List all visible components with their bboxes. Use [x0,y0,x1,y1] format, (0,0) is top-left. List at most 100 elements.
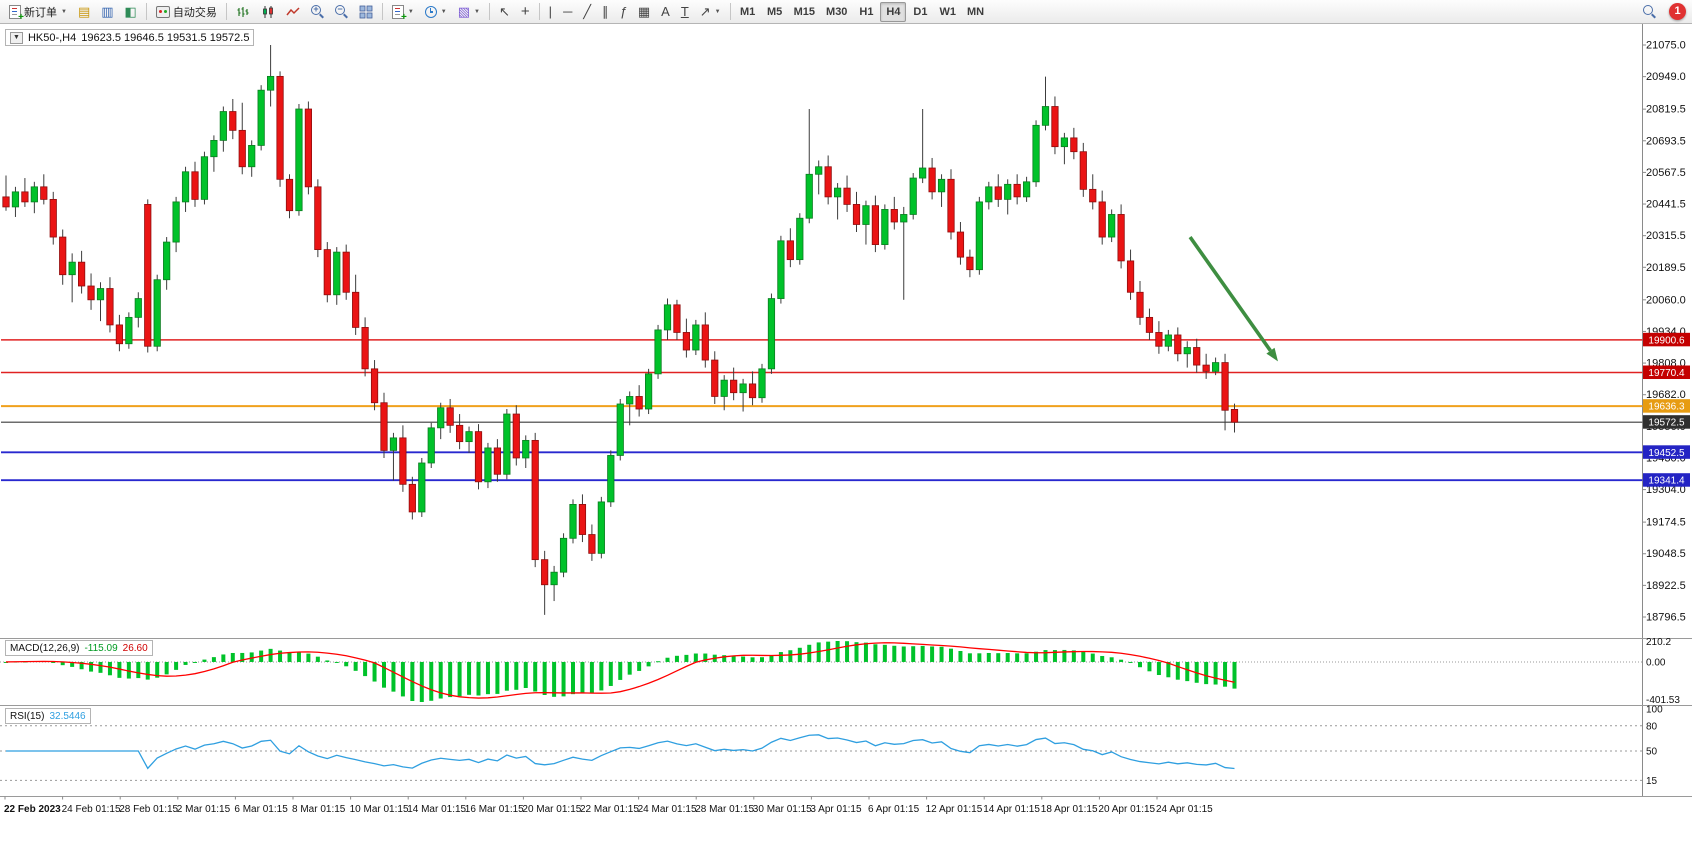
rsi-name: RSI(15) [10,710,45,722]
market-watch-button[interactable]: ▤ [73,2,95,22]
svg-text:100: 100 [1646,705,1663,716]
horizontal-line-button[interactable]: ─ [558,2,577,22]
svg-text:30 Mar 01:15: 30 Mar 01:15 [753,804,812,815]
candlestick-chart-button[interactable] [256,2,280,22]
chevron-down-icon: ▼ [474,8,480,15]
toolbar-separator [145,3,147,20]
symbol-info: ▼ HK50-,H4 19623.5 19646.5 19531.5 19572… [5,29,255,46]
timeframe-h4-button[interactable]: H4 [880,1,907,22]
svg-text:20 Mar 01:15: 20 Mar 01:15 [522,804,581,815]
timeframe-w1-button[interactable]: W1 [934,2,961,22]
candlestick-series[interactable] [2,45,1239,615]
cursor-button[interactable]: ↖ [494,2,515,22]
rsi-levels [0,725,1643,781]
macd-signal-value: 26.60 [122,642,148,654]
svg-text:19452.5: 19452.5 [1648,448,1685,459]
svg-text:10 Mar 01:15: 10 Mar 01:15 [350,804,409,815]
timeframe-m30-button[interactable]: M30 [821,2,852,22]
toolbar-separator [489,3,490,20]
svg-text:24 Feb 01:15: 24 Feb 01:15 [62,804,121,815]
price-badges: 19900.6 19770.4 19636.3 19572.5 19452.5 19341… [1643,332,1690,487]
vertical-line-button[interactable]: | [544,2,557,22]
symbol-dropdown-caret[interactable]: ▼ [10,31,23,44]
svg-text:19636.3: 19636.3 [1648,402,1685,413]
svg-text:20441.5: 20441.5 [1646,199,1686,211]
arrows-icon: ↗ [699,4,711,19]
price-badge-19452.5 [1643,445,1690,459]
arrow-annotation[interactable] [1188,236,1278,362]
auto-trading-button[interactable]: 自动交易 [151,2,222,22]
svg-text:22 Feb 2023: 22 Feb 2023 [4,804,61,815]
auto-trading-icon [155,5,170,18]
svg-text:19572.5: 19572.5 [1648,418,1685,429]
price-badge-19341.4 [1643,473,1690,487]
zoom-out-button[interactable]: − [330,2,353,22]
macd-histogram [4,641,1237,702]
toolbar-separator [381,3,383,20]
bar-chart-button[interactable] [231,2,255,22]
macd-axis: 210.2 0.00 -401.53 [1646,637,1680,706]
crosshair-icon: + [520,3,530,20]
toolbar-separator [729,3,731,20]
timeframe-m1-button[interactable]: M1 [735,2,761,22]
fibonacci-button[interactable]: ƒ [615,2,632,22]
price-badge-19572.5 [1643,415,1690,429]
periodicity-button[interactable]: ▼ [420,2,452,22]
zoom-in-button[interactable]: + [306,2,329,22]
new-chart-icon: + [391,4,407,22]
svg-text:20949.0: 20949.0 [1646,71,1686,83]
grid-icon: ▦ [637,4,651,19]
search-button[interactable] [1638,2,1661,22]
arrows-button[interactable]: ↗ ▼ [695,2,726,22]
crosshair-button[interactable]: + [516,2,535,22]
search-icon [1643,5,1656,19]
svg-text:3 Apr 01:15: 3 Apr 01:15 [810,804,862,815]
svg-text:19174.5: 19174.5 [1646,517,1686,529]
svg-text:6 Mar 01:15: 6 Mar 01:15 [234,804,288,815]
text-label-button[interactable]: T [676,2,694,22]
trendline-button[interactable]: ╱ [578,2,596,22]
svg-text:20693.5: 20693.5 [1646,135,1686,147]
chevron-down-icon: ▼ [714,8,721,15]
data-window-button[interactable]: ▥ [96,2,118,22]
svg-text:18796.5: 18796.5 [1646,612,1686,624]
svg-text:20567.5: 20567.5 [1646,167,1686,179]
rsi-value: 32.5446 [49,710,86,722]
text-button[interactable]: A [656,2,675,22]
zoom-in-icon: + [310,4,324,19]
svg-text:15: 15 [1646,776,1658,787]
timeframe-h1-button[interactable]: H1 [853,2,879,22]
rsi-label: RSI(15) 32.5446 [5,708,91,724]
rsi-axis: 100 80 50 15 [1646,705,1663,787]
price-badge-19770.4 [1643,365,1690,380]
svg-text:21075.0: 21075.0 [1646,40,1686,52]
templates-button[interactable]: ▧ ▼ [453,2,485,22]
grid-button[interactable]: ▦ [633,2,655,22]
timeframe-m5-button[interactable]: M5 [762,2,788,22]
price-axis[interactable]: 21075.0 20949.0 20819.5 20693.5 20567.5 20441… [1642,40,1686,624]
notification-badge[interactable]: 1 [1669,3,1686,20]
timeframe-d1-button[interactable]: D1 [907,2,933,22]
svg-text:20819.5: 20819.5 [1646,104,1686,116]
new-chart-button[interactable]: + ▼ [387,2,419,22]
market-watch-icon: ▤ [77,4,91,19]
tile-windows-button[interactable] [354,2,378,22]
candlestick-chart-icon [262,5,273,18]
channel-button[interactable]: ∥ [597,2,614,22]
svg-text:19770.4: 19770.4 [1648,368,1685,379]
svg-text:19048.5: 19048.5 [1646,548,1686,560]
line-chart-button[interactable] [281,2,305,22]
chevron-down-icon: ▼ [407,8,414,15]
navigator-button[interactable]: ◧ [120,2,142,22]
new-order-button[interactable]: + 新订单 ▼ [4,2,72,22]
svg-text:80: 80 [1646,721,1658,732]
bar-chart-icon [237,6,249,17]
svg-text:14 Apr 01:15: 14 Apr 01:15 [983,804,1040,815]
macd-main-value: -115.09 [84,642,118,654]
timeframe-mn-button[interactable]: MN [962,2,989,22]
timeframe-m15-button[interactable]: M15 [789,2,820,22]
macd-signal-line [5,642,1235,699]
